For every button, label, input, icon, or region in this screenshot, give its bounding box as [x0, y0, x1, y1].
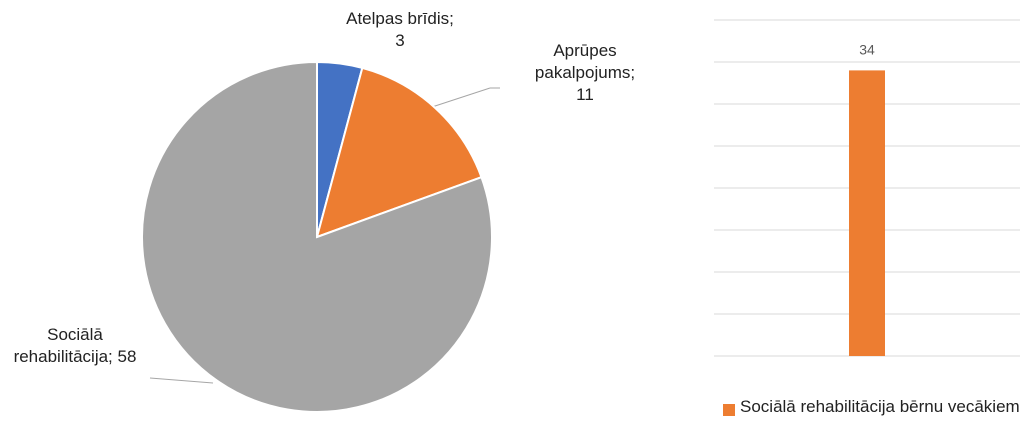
legend-label: Sociālā rehabilitācija bērnu vecākiem [740, 397, 1020, 416]
data-label: 34 [859, 41, 875, 57]
bar [849, 70, 885, 357]
pie-slice [315, 66, 483, 239]
leader-line [149, 377, 214, 384]
data-label: Aprūpes pakalpojums; 11 [534, 41, 636, 104]
leader-line [431, 87, 491, 108]
data-label: Sociālā rehabilitācija; 58 [13, 325, 137, 366]
legend-swatch [723, 404, 735, 416]
data-label: Atelpas brīdis; 3 [346, 9, 454, 50]
pie-slice [141, 60, 493, 413]
